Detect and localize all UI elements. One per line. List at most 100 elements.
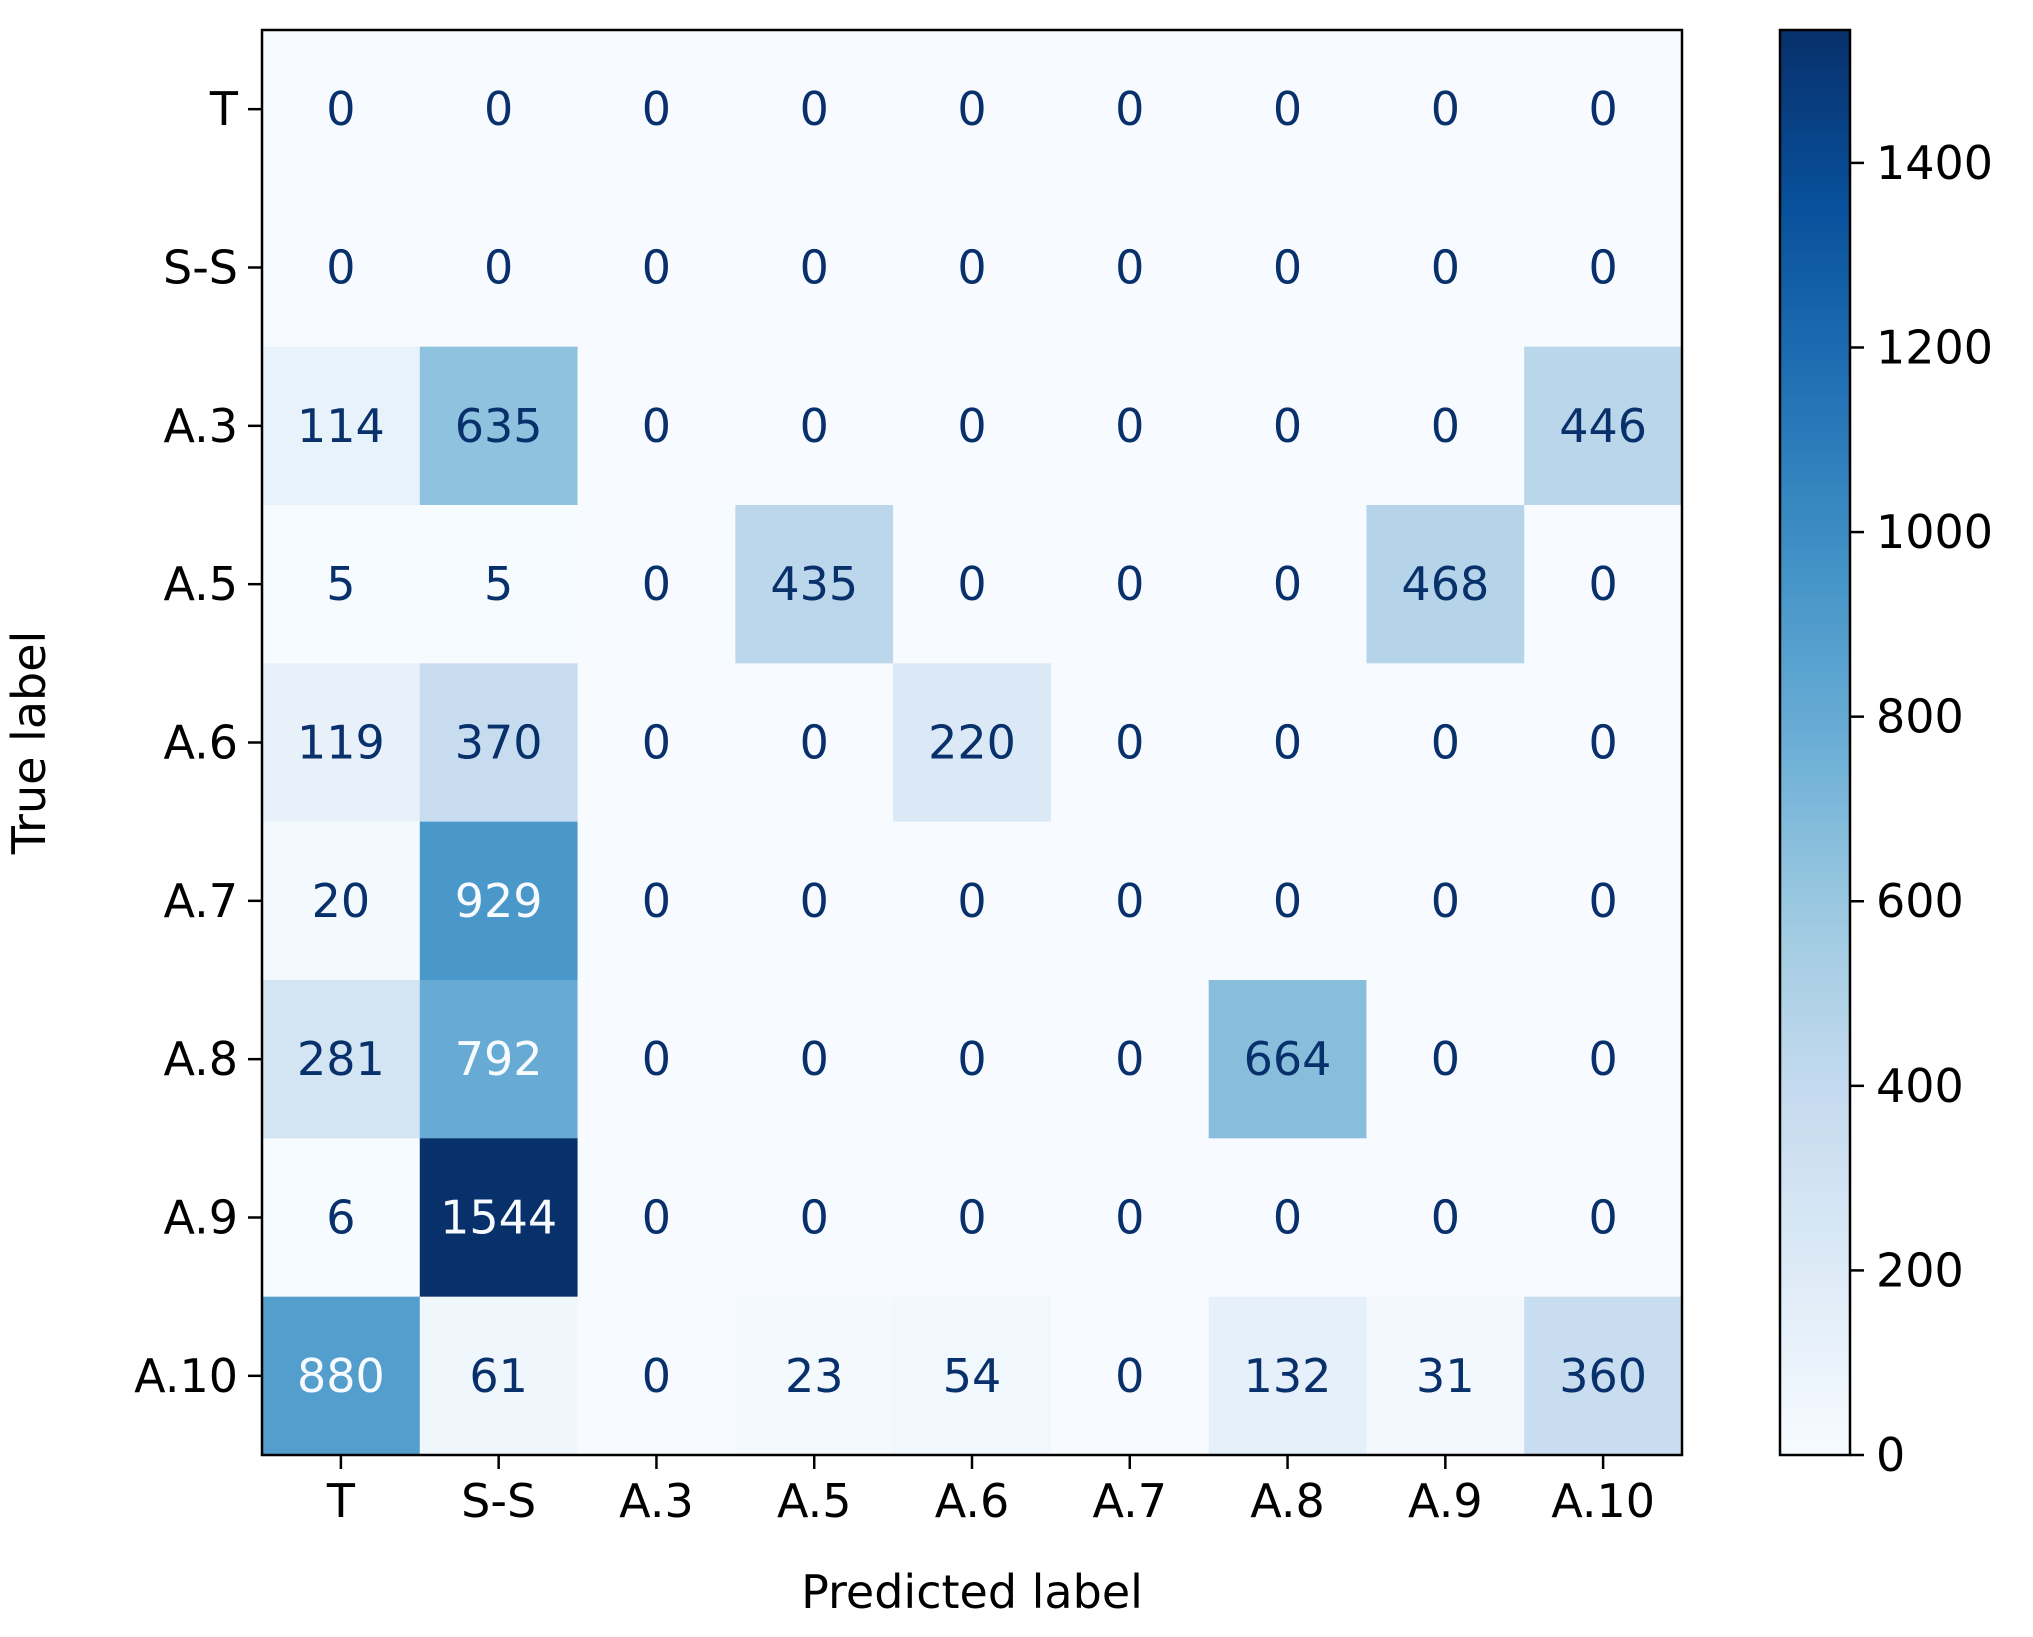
- heatmap-cell: [893, 821, 1052, 981]
- heatmap-cell: [893, 505, 1052, 664]
- cell-value-label: 0: [1273, 1191, 1302, 1245]
- y-tick-label: A.5: [163, 557, 238, 611]
- cell-value-label: 0: [1273, 874, 1302, 928]
- cell-value-label: 360: [1559, 1349, 1647, 1403]
- cell-value-label: 54: [943, 1349, 1002, 1403]
- y-tick-label: A.9: [163, 1191, 238, 1245]
- heatmap-cell: [1366, 821, 1525, 981]
- heatmap-cell: [577, 346, 736, 506]
- cell-value-label: 31: [1416, 1349, 1475, 1403]
- colorbar: [1778, 28, 1852, 1457]
- cell-value-label: 635: [455, 399, 543, 453]
- cell-value-label: 0: [800, 1191, 829, 1245]
- heatmap-cell: [1050, 663, 1210, 823]
- x-tick-label: A.10: [1551, 1474, 1655, 1528]
- heatmap-cell: [262, 188, 421, 348]
- heatmap-cell: [1208, 821, 1368, 981]
- cell-value-label: 281: [297, 1032, 385, 1086]
- heatmap-cell: [1524, 30, 1683, 189]
- heatmap-cell: [1366, 505, 1525, 664]
- heatmap-cell: [735, 505, 894, 664]
- heatmap-cell: [262, 1138, 421, 1298]
- heatmap-cell: [1524, 663, 1683, 823]
- cell-value-label: 0: [800, 241, 829, 295]
- cell-value-label: 929: [455, 874, 543, 928]
- cell-value-label: 0: [642, 82, 671, 136]
- cell-value-label: 0: [1431, 82, 1460, 136]
- heatmap-cell: [577, 1296, 736, 1456]
- heatmap-cell: [893, 346, 1052, 506]
- cell-value-label: 220: [928, 716, 1016, 770]
- y-axis-label: True label: [2, 631, 56, 856]
- cell-value-label: 446: [1559, 399, 1647, 453]
- heatmap-cell: [1208, 1296, 1368, 1456]
- cell-value-label: 0: [800, 82, 829, 136]
- heatmap-cell: [1050, 821, 1210, 981]
- heatmap-cell: [577, 188, 736, 348]
- colorbar-tick-label: 1000: [1876, 505, 1993, 559]
- cell-value-label: 0: [642, 874, 671, 928]
- cell-value-label: 20: [312, 874, 371, 928]
- cell-value-label: 0: [1431, 399, 1460, 453]
- heatmap-cell: [419, 505, 579, 664]
- heatmap-cell: [577, 30, 736, 189]
- x-tick-label: S-S: [461, 1474, 536, 1528]
- cell-value-label: 132: [1244, 1349, 1332, 1403]
- heatmap-cell: [1208, 663, 1368, 823]
- heatmap-cell: [1524, 1296, 1683, 1456]
- heatmap-cell: [1208, 980, 1368, 1139]
- cell-value-label: 0: [1588, 557, 1617, 611]
- heatmap-cell: [735, 1138, 894, 1298]
- heatmap-cell: [1050, 346, 1210, 506]
- cell-value-label: 0: [1115, 82, 1144, 136]
- heatmap-cell: [1366, 188, 1525, 348]
- heatmap-cell: [735, 188, 894, 348]
- x-tick-label: T: [326, 1474, 356, 1528]
- cell-value-label: 0: [800, 399, 829, 453]
- cell-value-label: 23: [785, 1349, 844, 1403]
- x-axis-label: Predicted label: [801, 1565, 1143, 1619]
- heatmap-cell: [577, 980, 736, 1139]
- heatmap-cell: [893, 980, 1052, 1139]
- cell-value-label: 0: [957, 557, 986, 611]
- y-tick-label: A.6: [163, 716, 238, 770]
- colorbar-tick-label: 200: [1876, 1243, 1964, 1297]
- cell-value-label: 0: [1431, 1191, 1460, 1245]
- heatmap-cell: [735, 980, 894, 1139]
- heatmap-cell: [735, 663, 894, 823]
- heatmap-cell: [262, 663, 421, 823]
- heatmap-cell: [1524, 346, 1683, 506]
- heatmap-cell: [419, 1138, 579, 1298]
- cell-value-label: 1544: [440, 1191, 557, 1245]
- heatmap-cell: [262, 1296, 421, 1456]
- x-tick-label: A.9: [1408, 1474, 1483, 1528]
- heatmap-cell: [1208, 505, 1368, 664]
- cell-value-label: 119: [297, 716, 385, 770]
- heatmap-cell: [1050, 980, 1210, 1139]
- cell-value-label: 0: [642, 241, 671, 295]
- cell-value-label: 0: [1115, 1349, 1144, 1403]
- heatmap-cell: [1208, 188, 1368, 348]
- cell-value-label: 0: [800, 716, 829, 770]
- heatmap-cell: [735, 346, 894, 506]
- cell-value-label: 0: [1115, 716, 1144, 770]
- cell-value-label: 435: [770, 557, 858, 611]
- cell-value-label: 0: [642, 716, 671, 770]
- heatmap-cell: [262, 346, 421, 506]
- colorbar-tick-label: 0: [1876, 1428, 1905, 1482]
- heatmap-cell: [419, 1296, 579, 1456]
- heatmap-cells: 0 0 0 0 0 0 0 0 0 0 0 0 0 0 0 0 0 0 114 635 0 0 0 0 0 0 446 5 5 0 435 0…: [262, 30, 1683, 1456]
- cell-value-label: 6: [326, 1191, 355, 1245]
- heatmap-cell: [262, 505, 421, 664]
- heatmap-cell: [735, 821, 894, 981]
- heatmap-cell: [735, 1296, 894, 1456]
- cell-value-label: 0: [484, 82, 513, 136]
- cell-value-label: 0: [642, 1032, 671, 1086]
- cell-value-label: 5: [326, 557, 355, 611]
- heatmap-cell: [893, 188, 1052, 348]
- heatmap-cell: [262, 980, 421, 1139]
- heatmap-cell: [577, 505, 736, 664]
- heatmap-cell: [1366, 346, 1525, 506]
- cell-value-label: 0: [1588, 82, 1617, 136]
- cell-value-label: 0: [1115, 399, 1144, 453]
